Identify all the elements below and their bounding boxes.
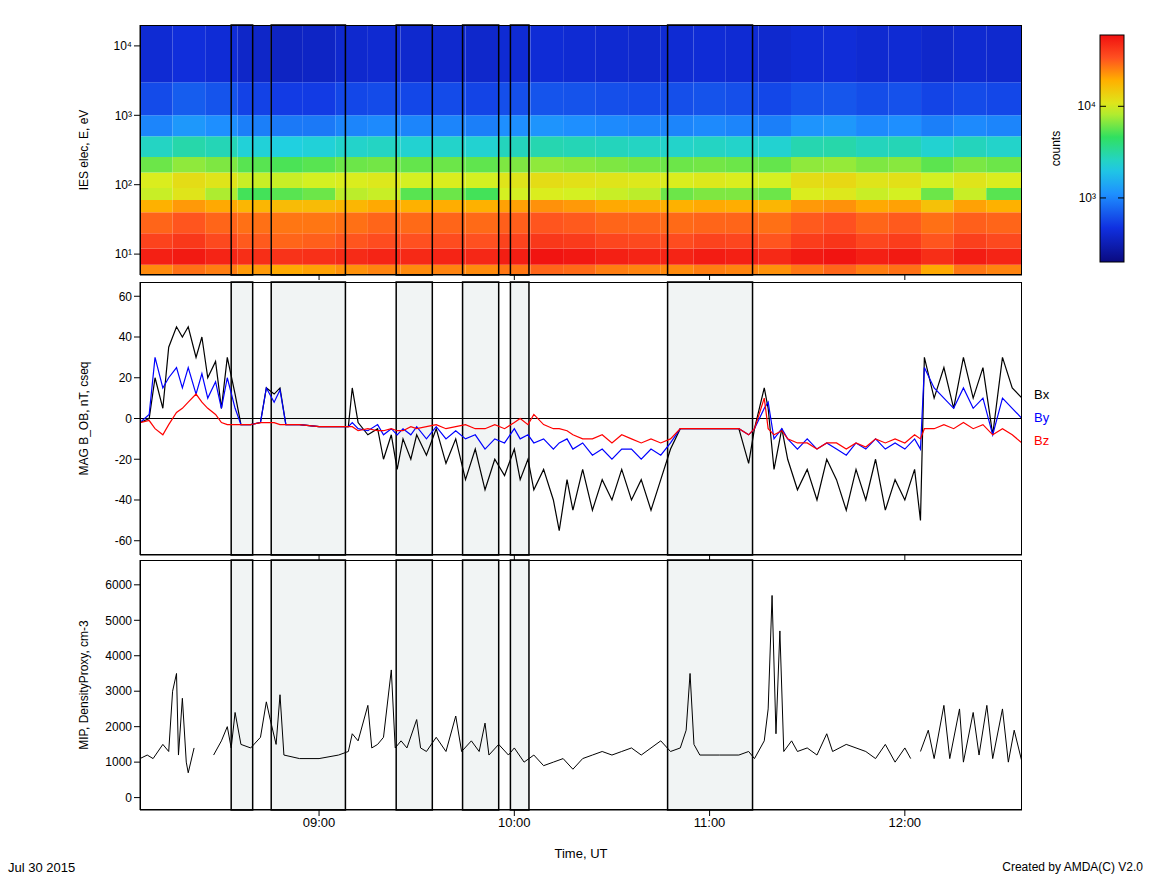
html-text:Created by AMDA(C) V2.0: Created by AMDA(C) V2.0 (1002, 860, 1143, 874)
svg-text:IES elec, E, eV: IES elec, E, eV (77, 110, 91, 191)
svg-text:5000: 5000 (105, 614, 132, 628)
svg-text:60: 60 (119, 290, 133, 304)
svg-text:12:00: 12:00 (889, 815, 922, 830)
svg-text:-60: -60 (115, 534, 133, 548)
svg-text:Time, UT: Time, UT (555, 846, 608, 860)
svg-text:MIP, DensityProxy, cm-3: MIP, DensityProxy, cm-3 (77, 620, 91, 750)
svg-text:10⁴: 10⁴ (113, 39, 132, 53)
svg-text:MAG B_OB, nT, cseq: MAG B_OB, nT, cseq (77, 361, 91, 475)
svg-text:0: 0 (125, 791, 132, 805)
svg-text:10:00: 10:00 (498, 815, 531, 830)
svg-text:10²: 10² (115, 178, 132, 192)
html-text:Bz: Bz (1034, 432, 1050, 448)
svg-text:20: 20 (119, 371, 133, 385)
svg-text:3000: 3000 (105, 684, 132, 698)
svg-text:6000: 6000 (105, 578, 132, 592)
svg-text:11:00: 11:00 (694, 815, 726, 830)
html-text:Jul 30 2015: Jul 30 2015 (8, 860, 76, 875)
html-text:Bx: Bx (1034, 386, 1050, 402)
svg-text:10⁴: 10⁴ (1077, 99, 1096, 113)
svg-text:2000: 2000 (105, 720, 132, 734)
svg-text:0: 0 (125, 412, 132, 426)
svg-text:10³: 10³ (115, 109, 132, 123)
svg-text:counts: counts (1049, 131, 1063, 166)
svg-text:09:00: 09:00 (303, 815, 336, 830)
svg-text:40: 40 (119, 330, 133, 344)
html-text:By: By (1034, 409, 1050, 425)
svg-text:10³: 10³ (1079, 191, 1096, 205)
svg-text:4000: 4000 (105, 649, 132, 663)
svg-text:1000: 1000 (105, 755, 132, 769)
svg-text:-20: -20 (115, 453, 133, 467)
svg-text:10¹: 10¹ (115, 247, 132, 261)
svg-text:-40: -40 (115, 493, 133, 507)
